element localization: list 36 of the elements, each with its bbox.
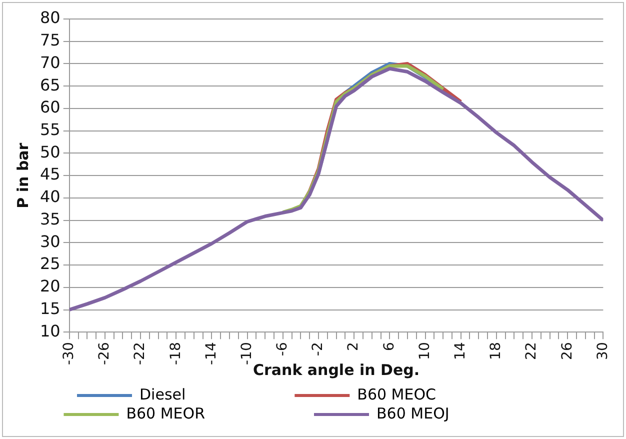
y-tick-label: 20 (40, 276, 60, 296)
x-tick-label: -2 (310, 342, 326, 356)
x-tick-label: -30 (61, 342, 77, 366)
x-tick-label: -10 (238, 342, 255, 366)
x-tick-label: 2 (346, 342, 362, 352)
y-tick-label: 40 (40, 187, 60, 206)
legend-label: B60 MEOR (126, 404, 310, 422)
x-tick-label: -26 (96, 342, 113, 366)
legend-label: B60 MEOJ (376, 404, 554, 422)
y-tick-label: 60 (40, 98, 60, 117)
y-tick-label: 75 (40, 30, 60, 50)
y-tick-label: 70 (40, 52, 60, 72)
x-tick-label: 10 (416, 342, 433, 360)
legend-label: B60 MEOC (357, 385, 542, 404)
y-tick-label: 25 (40, 254, 60, 274)
y-tick-label: 80 (40, 8, 60, 28)
y-tick-label: 45 (40, 164, 60, 184)
legend-label: Diesel (140, 385, 291, 404)
y-tick-label: 30 (40, 232, 60, 251)
y-tick-label: 65 (40, 75, 60, 94)
x-tick-label: 30 (594, 342, 611, 360)
y-axis-title: P in bar (14, 142, 32, 208)
x-tick-label: -14 (203, 342, 220, 366)
x-tick-label: 14 (452, 342, 468, 360)
x-tick-label: 18 (488, 342, 504, 360)
x-tick-label: -22 (132, 342, 148, 366)
x-tick-label: -18 (168, 342, 184, 366)
x-tick-label: -6 (274, 342, 291, 356)
y-tick-label: 55 (40, 120, 60, 139)
y-tick-label: 35 (40, 209, 60, 228)
x-tick-label: 6 (381, 342, 398, 352)
y-tick-label: 15 (40, 298, 60, 318)
y-tick-label: 50 (40, 142, 60, 162)
x-tick-label: 22 (524, 342, 540, 360)
x-tick-label: 26 (559, 342, 576, 360)
x-axis-title: Crank angle in Deg. (252, 360, 420, 379)
